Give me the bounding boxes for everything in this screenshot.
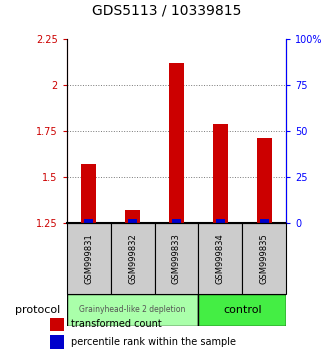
Bar [84, 219, 93, 223]
Bar [169, 63, 184, 223]
Bar [128, 219, 137, 223]
Bar [257, 138, 272, 223]
Text: control: control [223, 305, 262, 315]
Text: GDS5113 / 10339815: GDS5113 / 10339815 [92, 4, 241, 18]
Text: percentile rank within the sample: percentile rank within the sample [71, 337, 236, 347]
Bar [125, 210, 140, 223]
Bar [155, 223, 198, 294]
Bar [67, 294, 198, 326]
Bar [50, 335, 64, 349]
Bar [111, 223, 155, 294]
Text: Grainyhead-like 2 depletion: Grainyhead-like 2 depletion [79, 305, 186, 314]
Text: transformed count: transformed count [71, 319, 162, 329]
Text: GSM999832: GSM999832 [128, 233, 137, 284]
Text: GSM999833: GSM999833 [172, 233, 181, 284]
Bar [50, 318, 64, 331]
Text: GSM999835: GSM999835 [260, 233, 269, 284]
Bar [213, 124, 228, 223]
Bar [81, 164, 96, 223]
Bar [242, 223, 286, 294]
Bar [198, 223, 242, 294]
Bar [216, 219, 225, 223]
Bar [198, 294, 286, 326]
Text: GSM999831: GSM999831 [84, 233, 93, 284]
Text: GSM999834: GSM999834 [216, 233, 225, 284]
Bar [260, 219, 269, 223]
Text: protocol: protocol [15, 305, 60, 315]
Bar [67, 223, 111, 294]
Bar [172, 219, 181, 223]
